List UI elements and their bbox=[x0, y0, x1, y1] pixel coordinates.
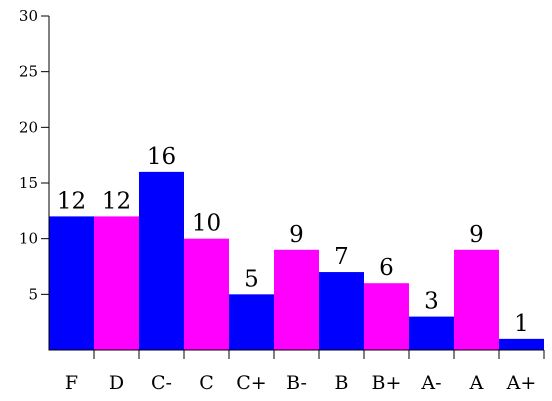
y-tick-label-15: 15 bbox=[19, 174, 38, 192]
data-label-B: 7 bbox=[334, 244, 349, 270]
data-label-C: 10 bbox=[192, 211, 221, 237]
bar-A bbox=[454, 249, 499, 350]
x-tick-label-B-: B- bbox=[286, 372, 307, 394]
data-label-A-: 3 bbox=[424, 289, 439, 315]
data-label-A: 9 bbox=[469, 222, 484, 248]
bar-F bbox=[49, 216, 94, 350]
data-labels-layer: 12 12 16 10 5 9 7 6 3 9 1 bbox=[57, 144, 529, 337]
x-tick-label-C-: C- bbox=[151, 372, 172, 394]
data-label-B+: 6 bbox=[379, 255, 394, 281]
x-tick-label-B: B bbox=[335, 372, 349, 394]
y-tick-label-20: 20 bbox=[19, 118, 38, 136]
data-label-C+: 5 bbox=[244, 266, 259, 292]
bar-B bbox=[319, 272, 364, 350]
bar-C- bbox=[139, 171, 184, 350]
y-tick-label-5: 5 bbox=[28, 285, 38, 303]
bar-C bbox=[184, 238, 229, 350]
bar-A- bbox=[409, 316, 454, 350]
x-tick-label-F: F bbox=[65, 372, 78, 394]
x-tick-label-A: A bbox=[469, 372, 484, 394]
x-tick-label-A+: A+ bbox=[506, 372, 537, 394]
data-label-B-: 9 bbox=[289, 222, 304, 248]
bar-C+ bbox=[229, 294, 274, 350]
data-label-D: 12 bbox=[102, 188, 131, 214]
x-tick-label-B+: B+ bbox=[372, 372, 402, 394]
data-label-A+: 1 bbox=[514, 311, 529, 337]
bars-layer bbox=[49, 171, 544, 350]
x-tick-label-D: D bbox=[109, 372, 124, 394]
bar-D bbox=[94, 216, 139, 350]
x-tick-label-C: C bbox=[199, 372, 214, 394]
bar-B+ bbox=[364, 283, 409, 350]
y-tick-label-30: 30 bbox=[19, 7, 38, 25]
y-tick-label-10: 10 bbox=[19, 230, 38, 248]
x-tick-label-A-: A- bbox=[420, 372, 441, 394]
bar-B- bbox=[274, 249, 319, 350]
data-label-C-: 16 bbox=[147, 144, 176, 170]
y-tick-label-25: 25 bbox=[19, 63, 38, 81]
bar-A+ bbox=[499, 338, 544, 350]
x-tick-label-C+: C+ bbox=[236, 372, 266, 394]
data-label-F: 12 bbox=[57, 188, 86, 214]
